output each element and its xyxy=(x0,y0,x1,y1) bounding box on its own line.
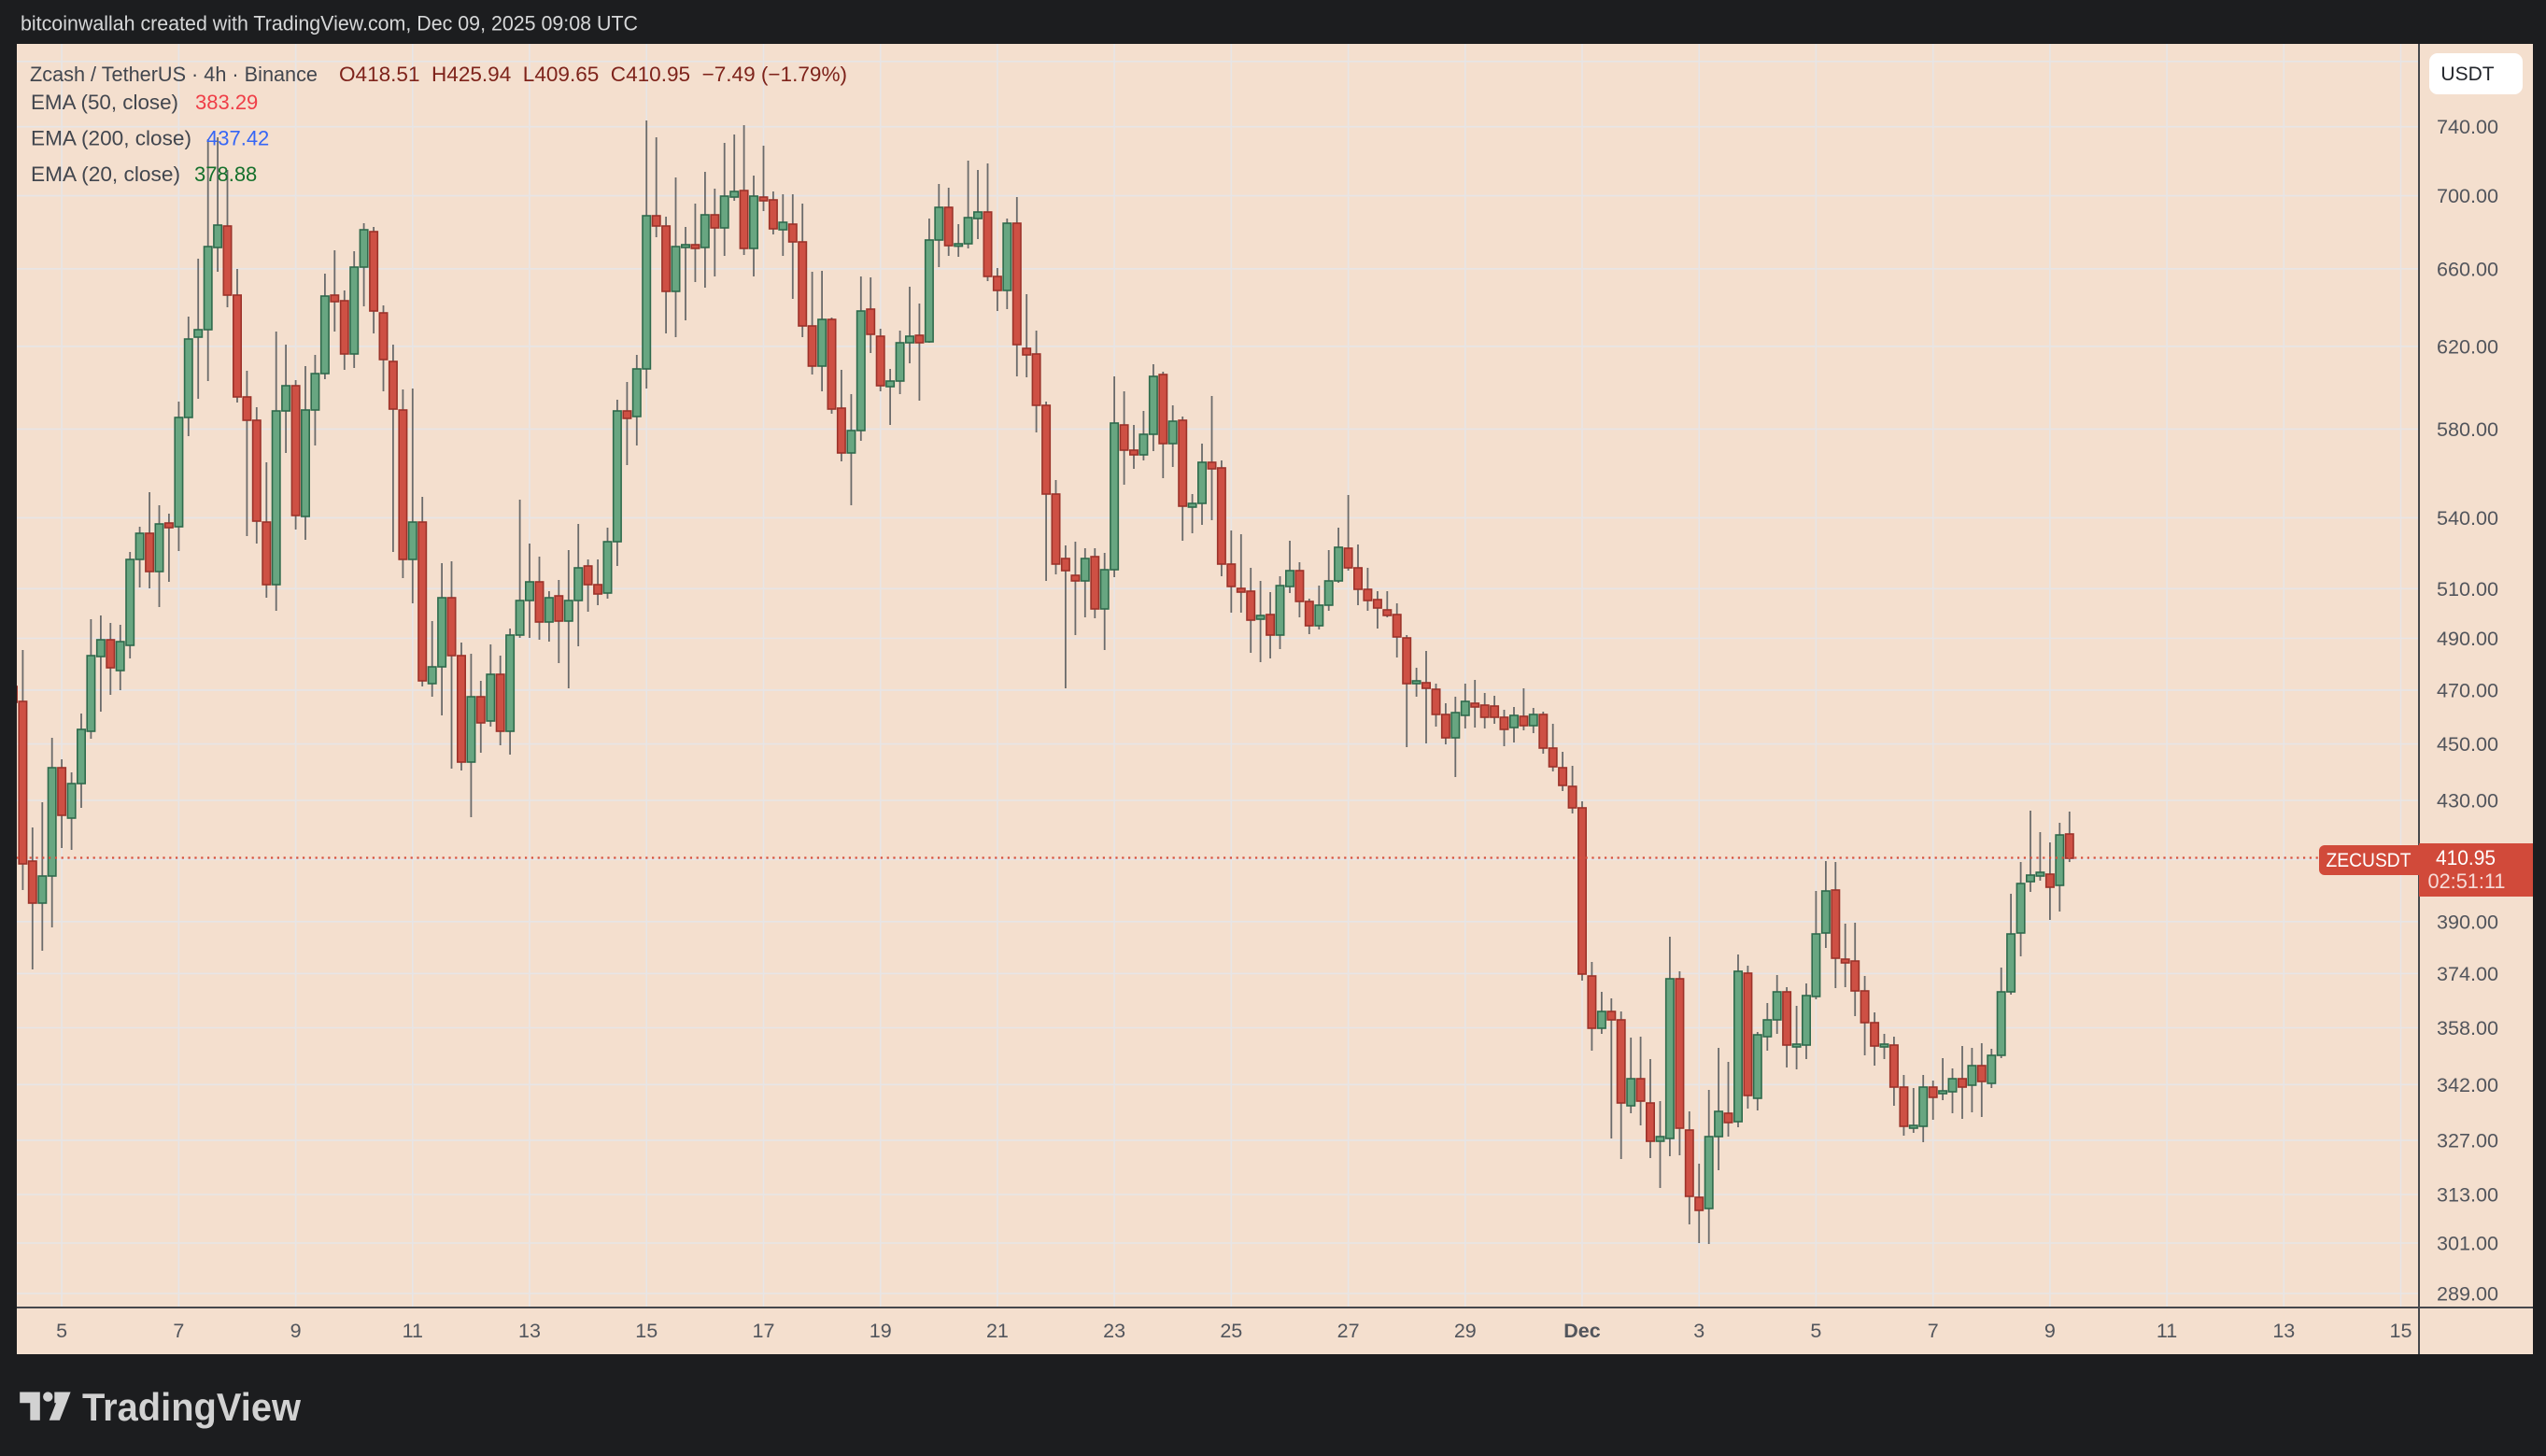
svg-text:313.00: 313.00 xyxy=(2437,1184,2498,1207)
svg-text:EMA (20, close): EMA (20, close) xyxy=(31,163,180,186)
svg-text:342.00: 342.00 xyxy=(2437,1074,2498,1096)
svg-text:490.00: 490.00 xyxy=(2437,628,2498,650)
svg-text:700.00: 700.00 xyxy=(2437,185,2498,207)
svg-text:ZECUSDT: ZECUSDT xyxy=(2327,850,2412,871)
svg-text:Zcash / TetherUS · 4h · Binanc: Zcash / TetherUS · 4h · Binance xyxy=(30,63,318,86)
svg-text:21: 21 xyxy=(986,1320,1009,1342)
svg-text:9: 9 xyxy=(2044,1320,2056,1342)
svg-text:740.00: 740.00 xyxy=(2437,116,2498,138)
svg-text:13: 13 xyxy=(2272,1320,2295,1342)
svg-text:EMA (50, close): EMA (50, close) xyxy=(31,91,178,114)
svg-text:3: 3 xyxy=(1693,1320,1704,1342)
svg-text:11: 11 xyxy=(2157,1320,2177,1342)
svg-text:15: 15 xyxy=(2390,1320,2412,1342)
svg-text:7: 7 xyxy=(173,1320,184,1342)
svg-text:620.00: 620.00 xyxy=(2437,335,2498,358)
svg-text:25: 25 xyxy=(1220,1320,1242,1342)
svg-text:17: 17 xyxy=(753,1320,775,1342)
svg-text:374.00: 374.00 xyxy=(2437,963,2498,985)
svg-text:470.00: 470.00 xyxy=(2437,679,2498,701)
svg-text:410.95: 410.95 xyxy=(2436,846,2496,869)
svg-text:580.00: 580.00 xyxy=(2437,418,2498,441)
svg-text:23: 23 xyxy=(1103,1320,1125,1342)
svg-text:5: 5 xyxy=(1810,1320,1821,1342)
svg-text:Dec: Dec xyxy=(1563,1320,1600,1342)
svg-text:450.00: 450.00 xyxy=(2437,733,2498,756)
svg-text:9: 9 xyxy=(290,1320,302,1342)
svg-text:660.00: 660.00 xyxy=(2437,258,2498,280)
svg-text:437.42: 437.42 xyxy=(206,127,269,150)
svg-text:540.00: 540.00 xyxy=(2437,507,2498,530)
svg-text:383.29: 383.29 xyxy=(195,91,258,114)
svg-text:bitcoinwallah created with Tra: bitcoinwallah created with TradingView.c… xyxy=(21,12,638,35)
svg-text:358.00: 358.00 xyxy=(2437,1017,2498,1039)
svg-text:289.00: 289.00 xyxy=(2437,1283,2498,1306)
svg-text:O418.51 H425.94 L409.65 C41: O418.51 H425.94 L409.65 C410.95 −7.49 (−… xyxy=(339,63,847,86)
svg-text:378.88: 378.88 xyxy=(194,163,257,186)
svg-text:EMA (200, close): EMA (200, close) xyxy=(31,127,191,150)
svg-text:327.00: 327.00 xyxy=(2437,1129,2498,1152)
svg-text:11: 11 xyxy=(403,1320,423,1342)
svg-text:USDT: USDT xyxy=(2440,64,2494,85)
svg-text:430.00: 430.00 xyxy=(2437,790,2498,813)
svg-text:390.00: 390.00 xyxy=(2437,911,2498,933)
svg-text:TradingView: TradingView xyxy=(82,1385,301,1429)
svg-text:19: 19 xyxy=(870,1320,892,1342)
svg-text:510.00: 510.00 xyxy=(2437,578,2498,601)
svg-text:13: 13 xyxy=(518,1320,541,1342)
svg-text:5: 5 xyxy=(56,1320,67,1342)
svg-text:7: 7 xyxy=(1928,1320,1939,1342)
svg-text:15: 15 xyxy=(635,1320,658,1342)
svg-text:301.00: 301.00 xyxy=(2437,1233,2498,1255)
svg-text:29: 29 xyxy=(1454,1320,1477,1342)
svg-text:02:51:11: 02:51:11 xyxy=(2428,869,2506,893)
svg-text:27: 27 xyxy=(1337,1320,1360,1342)
